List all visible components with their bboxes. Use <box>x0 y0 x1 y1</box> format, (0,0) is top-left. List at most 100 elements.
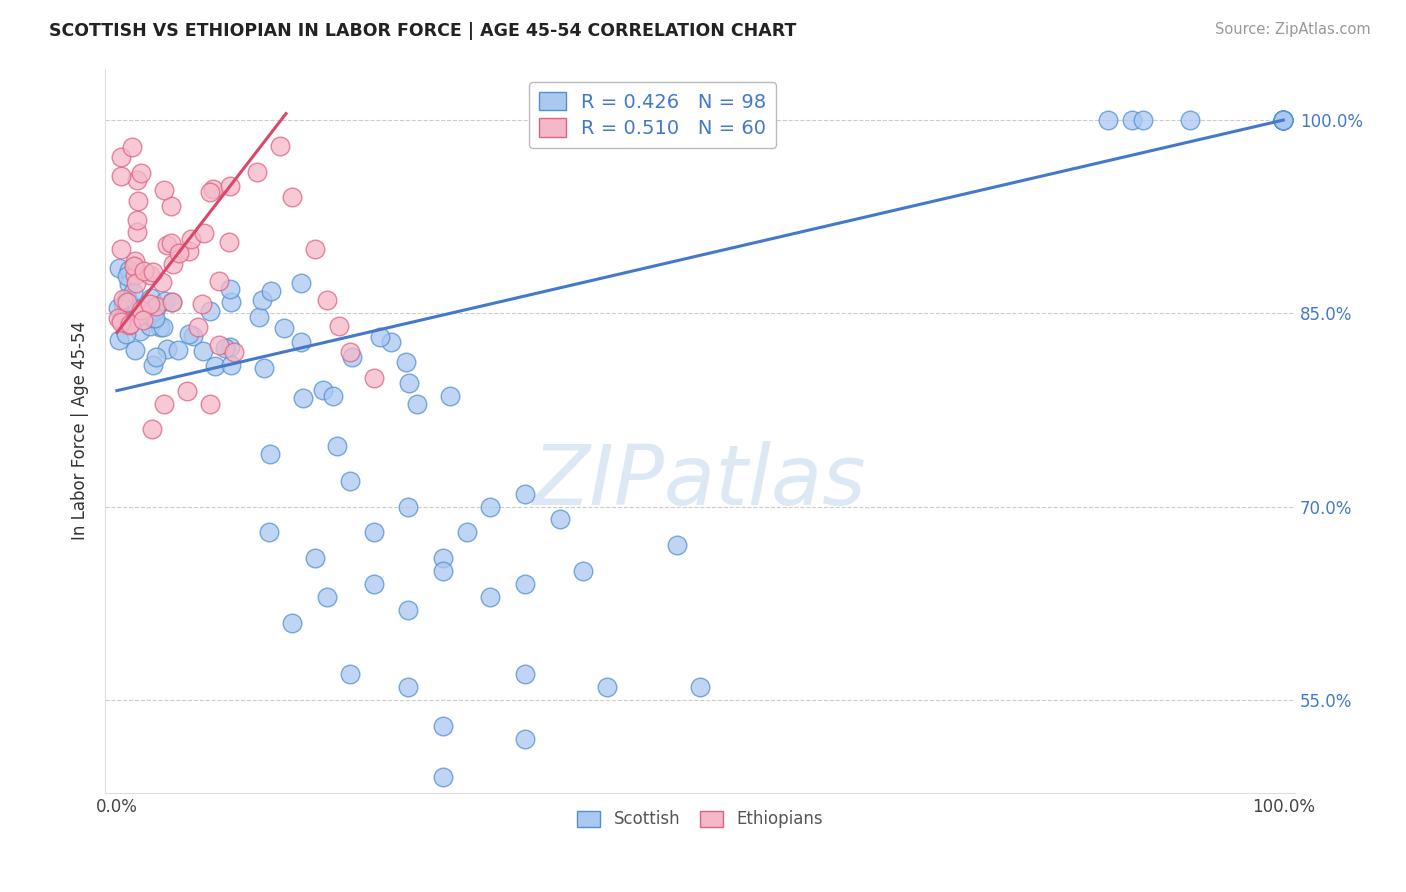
Point <box>339 474 361 488</box>
Point <box>139 319 162 334</box>
Point <box>141 291 163 305</box>
Point <box>118 318 141 332</box>
Point <box>141 422 163 436</box>
Point <box>125 173 148 187</box>
Point <box>1272 113 1295 128</box>
Point <box>432 551 454 566</box>
Point <box>124 343 146 357</box>
Point <box>548 512 571 526</box>
Point <box>247 310 270 324</box>
Point <box>363 525 385 540</box>
Point <box>398 500 420 514</box>
Point <box>515 731 537 746</box>
Point <box>142 358 165 372</box>
Point <box>204 359 226 373</box>
Point <box>128 308 150 322</box>
Point <box>689 680 711 694</box>
Point <box>405 397 427 411</box>
Point <box>177 244 200 258</box>
Point <box>432 770 454 784</box>
Point <box>515 487 537 501</box>
Point <box>259 447 281 461</box>
Point <box>112 292 135 306</box>
Point <box>107 260 129 275</box>
Point <box>252 293 274 308</box>
Point <box>380 335 402 350</box>
Point <box>1178 113 1201 128</box>
Point <box>218 235 240 249</box>
Point <box>162 257 184 271</box>
Point <box>110 313 132 327</box>
Point <box>124 254 146 268</box>
Legend: Scottish, Ethiopians: Scottish, Ethiopians <box>571 804 830 835</box>
Point <box>152 320 174 334</box>
Point <box>515 667 537 681</box>
Text: SCOTTISH VS ETHIOPIAN IN LABOR FORCE | AGE 45-54 CORRELATION CHART: SCOTTISH VS ETHIOPIAN IN LABOR FORCE | A… <box>49 22 797 40</box>
Point <box>221 359 243 373</box>
Point <box>129 303 152 318</box>
Point <box>596 680 619 694</box>
Point <box>304 242 326 256</box>
Point <box>131 313 153 327</box>
Point <box>219 179 242 194</box>
Point <box>198 185 221 199</box>
Point <box>145 350 167 364</box>
Point <box>177 326 200 341</box>
Point <box>142 310 165 325</box>
Point <box>269 138 291 153</box>
Point <box>394 355 416 369</box>
Point <box>281 190 304 204</box>
Point <box>186 320 208 334</box>
Point <box>138 297 160 311</box>
Text: ZIPatlas: ZIPatlas <box>533 441 868 522</box>
Point <box>1272 113 1295 128</box>
Point <box>111 312 134 326</box>
Point <box>110 315 132 329</box>
Point <box>139 268 162 282</box>
Point <box>339 345 361 359</box>
Point <box>222 345 245 359</box>
Point <box>515 577 537 591</box>
Point <box>118 318 141 332</box>
Point <box>1272 113 1295 128</box>
Point <box>191 343 214 358</box>
Point <box>110 169 132 184</box>
Point <box>150 275 173 289</box>
Point <box>339 667 361 681</box>
Point <box>110 242 132 256</box>
Point <box>180 232 202 246</box>
Point <box>208 274 231 288</box>
Point <box>122 260 145 274</box>
Point <box>115 291 138 305</box>
Point <box>281 615 304 630</box>
Point <box>198 396 221 410</box>
Point <box>1272 113 1295 128</box>
Point <box>129 166 152 180</box>
Point <box>202 182 225 196</box>
Point <box>114 326 136 341</box>
Point <box>665 538 688 552</box>
Point <box>142 265 165 279</box>
Point <box>160 294 183 309</box>
Point <box>156 342 179 356</box>
Point <box>214 342 236 356</box>
Point <box>124 302 146 317</box>
Point <box>117 277 139 292</box>
Point <box>363 370 385 384</box>
Point <box>1272 113 1295 128</box>
Point <box>155 293 177 308</box>
Point <box>127 301 149 316</box>
Point <box>159 235 181 250</box>
Point <box>1097 113 1119 128</box>
Point <box>128 324 150 338</box>
Point <box>292 392 315 406</box>
Point <box>122 260 145 274</box>
Point <box>190 297 212 311</box>
Point <box>315 293 337 308</box>
Point <box>290 335 312 350</box>
Point <box>127 194 149 208</box>
Point <box>398 680 420 694</box>
Point <box>342 350 364 364</box>
Point <box>257 525 280 540</box>
Point <box>112 311 135 326</box>
